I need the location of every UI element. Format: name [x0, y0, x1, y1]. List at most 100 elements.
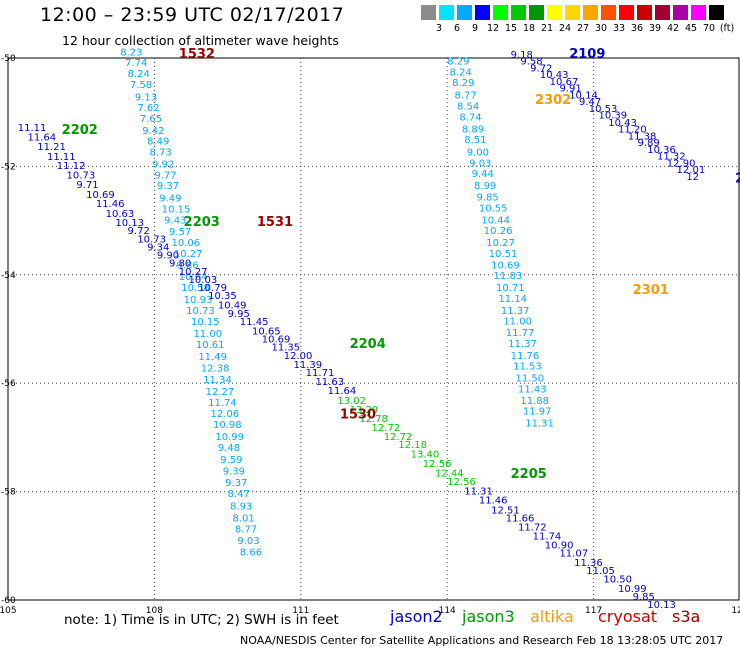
color-scale-label: 15 — [504, 23, 518, 34]
legend-cryosat: cryosat — [598, 607, 658, 626]
swh-value-label: 9.57 — [169, 227, 191, 238]
swh-value-label: 13.02 — [337, 396, 366, 407]
color-scale-swatch — [529, 5, 544, 20]
swh-value-label: 10.69 — [86, 190, 115, 201]
color-scale-swatch — [565, 5, 580, 20]
swh-value-label: 8.47 — [228, 489, 250, 500]
swh-value-label: 12.06 — [211, 409, 240, 420]
y-tick-label: -58 — [1, 488, 16, 498]
swh-value-label: 11.21 — [37, 142, 66, 153]
swh-value-label: 11.20 — [618, 124, 647, 135]
pass-time-label: 1530 — [340, 407, 376, 422]
swh-value-label: 10.99 — [215, 432, 244, 443]
color-scale-swatch — [439, 5, 454, 20]
swh-value-label: 12.72 — [372, 423, 401, 434]
swh-value-label: 11.46 — [96, 199, 125, 210]
color-scale-label: 12 — [486, 23, 500, 34]
swh-value-label: 9.42 — [142, 126, 164, 137]
swh-value-label: 8.77 — [235, 524, 257, 535]
swh-value-label: 10.61 — [196, 340, 225, 351]
color-scale-label: 39 — [648, 23, 662, 34]
swh-value-label: 10.79 — [198, 283, 227, 294]
swh-value-label: 10.49 — [218, 300, 247, 311]
swh-value-label: 9.90 — [157, 251, 179, 262]
legend-jason3: jason3 — [462, 607, 515, 626]
swh-value-label: 10.71 — [496, 283, 525, 294]
swh-value-label: 12.27 — [206, 387, 235, 398]
swh-value-label: 8.93 — [230, 501, 252, 512]
color-scale-swatch — [457, 5, 472, 20]
swh-value-label: 11.00 — [503, 317, 532, 328]
swh-value-label: 11.37 — [501, 306, 530, 317]
swh-value-label: 9.03 — [469, 158, 491, 169]
swh-value-label: 10.99 — [618, 584, 647, 595]
swh-value-label: 10.36 — [647, 145, 676, 156]
pass-time-label: 2302 — [535, 93, 571, 108]
swh-value-label: 11.88 — [520, 396, 549, 407]
page-subtitle: 12 hour collection of altimeter wave hei… — [62, 33, 339, 48]
swh-value-label: 10.03 — [189, 275, 218, 286]
swh-value-label: 12.00 — [284, 351, 313, 362]
swh-value-label: 9.92 — [152, 159, 174, 170]
swh-value-label: 9.37 — [157, 181, 179, 192]
swh-value-label: 9.03 — [237, 536, 259, 547]
plot-frame — [7, 57, 740, 601]
swh-value-label: 11.77 — [506, 328, 535, 339]
swh-value-label: 11.35 — [272, 343, 301, 354]
swh-value-label: 9.95 — [228, 309, 250, 320]
color-scale-label: 24 — [558, 23, 572, 34]
swh-value-label: 8.29 — [447, 57, 469, 68]
swh-value-label: 10.39 — [598, 111, 627, 122]
swh-value-label: 11.63 — [315, 377, 344, 388]
note-text: note: 1) Time is in UTC; 2) SWH is in fe… — [64, 612, 339, 628]
swh-value-label: 9.85 — [633, 592, 655, 603]
swh-value-label: 10.51 — [489, 249, 518, 260]
swh-value-label: 9.13 — [135, 92, 157, 103]
swh-value-label: 11.39 — [293, 360, 322, 371]
color-scale-label: 6 — [453, 23, 461, 34]
swh-value-label: 9.80 — [169, 259, 191, 270]
swh-value-label: 11.11 — [47, 152, 76, 163]
x-tick-label: 120 — [731, 606, 740, 616]
pass-time-label: 1531 — [257, 215, 293, 230]
swh-value-label: 10.44 — [481, 215, 510, 226]
swh-value-label: 10.69 — [262, 335, 291, 346]
y-tick-label: -50 — [1, 54, 16, 64]
color-scale-swatch — [421, 5, 436, 20]
color-scale-swatch — [655, 5, 670, 20]
swh-value-label: 9.72 — [530, 64, 552, 75]
color-scale-label: 36 — [630, 23, 644, 34]
swh-value-label: 11.07 — [559, 549, 588, 560]
swh-value-label: 11.34 — [203, 375, 232, 386]
swh-value-label: 8.29 — [452, 78, 474, 89]
color-scale-swatch — [637, 5, 652, 20]
color-scale-label: 9 — [471, 23, 479, 34]
swh-value-label: 10.73 — [67, 170, 96, 181]
swh-value-label: 10.73 — [186, 306, 215, 317]
swh-value-label: 9.39 — [223, 466, 245, 477]
swh-value-label: 12.72 — [384, 432, 413, 443]
swh-value-label: 11.00 — [193, 329, 222, 340]
swh-value-label: 10.06 — [171, 238, 200, 249]
swh-value-label: 8.24 — [128, 69, 150, 80]
swh-value-label: 10.67 — [550, 77, 579, 88]
swh-value-label: 9.91 — [559, 84, 581, 95]
swh-value-label: 13.40 — [411, 449, 440, 460]
swh-value-label: 12.56 — [447, 477, 476, 488]
swh-value-label: 10.93 — [184, 295, 213, 306]
swh-value-label: 9.58 — [520, 57, 542, 68]
swh-value-label: 9.47 — [579, 97, 601, 108]
swh-value-label: 11.71 — [306, 368, 335, 379]
color-scale-label: 3 — [435, 23, 443, 34]
swh-value-label: 7.62 — [137, 103, 159, 114]
swh-value-label: 9.00 — [467, 148, 489, 159]
y-tick-label: -52 — [1, 162, 16, 172]
swh-value-label: 11.36 — [574, 558, 603, 569]
swh-value-label: 12.38 — [201, 363, 230, 374]
color-scale-swatch — [619, 5, 634, 20]
footer-credit: NOAA/NESDIS Center for Satellite Applica… — [240, 634, 724, 647]
swh-value-label: 10.27 — [174, 249, 203, 260]
swh-value-label: 11.05 — [586, 566, 615, 577]
